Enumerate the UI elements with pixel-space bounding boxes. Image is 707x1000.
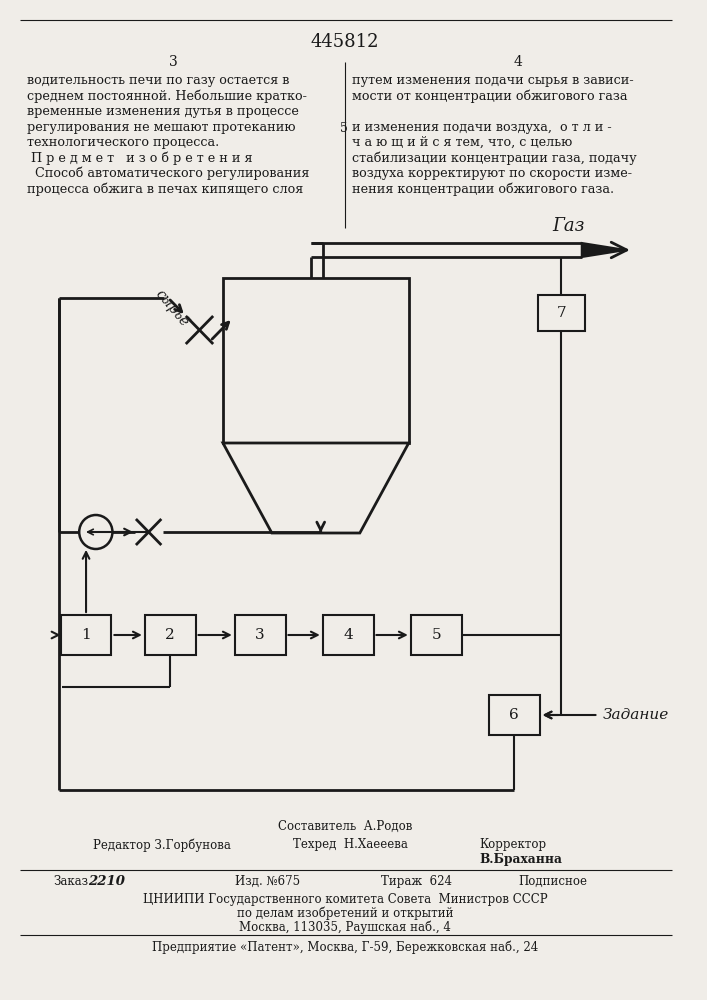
- Text: 1: 1: [81, 628, 91, 642]
- Text: и изменения подачи воздуха,  о т л и -: и изменения подачи воздуха, о т л и -: [352, 120, 612, 133]
- Text: по делам изобретений и открытий: по делам изобретений и открытий: [237, 907, 453, 920]
- Text: Составитель  А.Родов: Составитель А.Родов: [278, 820, 412, 833]
- Text: 5: 5: [340, 122, 348, 135]
- Text: ч а ю щ и й с я тем, что, с целью: ч а ю щ и й с я тем, что, с целью: [352, 136, 572, 149]
- Text: Изд. №675: Изд. №675: [235, 875, 300, 888]
- Text: П р е д м е т   и з о б р е т е н и я: П р е д м е т и з о б р е т е н и я: [28, 151, 253, 165]
- Text: Задание: Задание: [603, 708, 670, 722]
- FancyBboxPatch shape: [538, 295, 585, 331]
- Text: стабилизации концентрации газа, подачу: стабилизации концентрации газа, подачу: [352, 151, 636, 165]
- Text: Способ автоматического регулирования: Способ автоматического регулирования: [28, 167, 310, 180]
- Text: 6: 6: [510, 708, 519, 722]
- Text: процесса обжига в печах кипящего слоя: процесса обжига в печах кипящего слоя: [28, 182, 303, 196]
- Text: технологического процесса.: технологического процесса.: [28, 136, 220, 149]
- Text: мости от концентрации обжигового газа: мости от концентрации обжигового газа: [352, 90, 628, 103]
- Text: ЦНИИПИ Государственного комитета Совета  Министров СССР: ЦНИИПИ Государственного комитета Совета …: [143, 893, 547, 906]
- Text: 3: 3: [255, 628, 265, 642]
- Text: Предприятие «Патент», Москва, Г-59, Бережковская наб., 24: Предприятие «Патент», Москва, Г-59, Бере…: [152, 940, 538, 954]
- Text: 5: 5: [431, 628, 441, 642]
- Text: 3: 3: [169, 55, 177, 69]
- Text: сырьё: сырьё: [153, 287, 192, 329]
- Text: 4: 4: [514, 55, 522, 69]
- Text: Корректор: Корректор: [479, 838, 547, 851]
- Polygon shape: [223, 443, 409, 533]
- FancyBboxPatch shape: [322, 615, 373, 655]
- Text: регулирования не мешают протеканию: регулирования не мешают протеканию: [28, 120, 296, 133]
- FancyBboxPatch shape: [61, 615, 112, 655]
- FancyBboxPatch shape: [235, 615, 286, 655]
- Text: Москва, 113035, Раушская наб., 4: Москва, 113035, Раушская наб., 4: [239, 921, 451, 934]
- Text: Подписное: Подписное: [518, 875, 588, 888]
- Text: 7: 7: [556, 306, 566, 320]
- FancyBboxPatch shape: [145, 615, 196, 655]
- Text: среднем постоянной. Небольшие кратко-: среднем постоянной. Небольшие кратко-: [28, 90, 308, 103]
- Text: водительность печи по газу остается в: водительность печи по газу остается в: [28, 74, 290, 87]
- Text: 445812: 445812: [311, 33, 380, 51]
- Polygon shape: [582, 243, 626, 257]
- Text: Газ: Газ: [552, 217, 585, 235]
- Text: 2: 2: [165, 628, 175, 642]
- Text: В.Браханна: В.Браханна: [479, 853, 562, 866]
- Text: Тираж  624: Тираж 624: [381, 875, 452, 888]
- Text: путем изменения подачи сырья в зависи-: путем изменения подачи сырья в зависи-: [352, 74, 633, 87]
- Text: нения концентрации обжигового газа.: нения концентрации обжигового газа.: [352, 182, 614, 196]
- Text: Техред  Н.Хаееева: Техред Н.Хаееева: [293, 838, 408, 851]
- Text: Заказ: Заказ: [54, 875, 89, 888]
- Text: Редактор З.Горбунова: Редактор З.Горбунова: [93, 838, 230, 852]
- Polygon shape: [223, 278, 409, 443]
- Text: воздуха корректируют по скорости изме-: воздуха корректируют по скорости изме-: [352, 167, 632, 180]
- Text: 2210: 2210: [88, 875, 125, 888]
- Text: временные изменения дутья в процессе: временные изменения дутья в процессе: [28, 105, 299, 118]
- FancyBboxPatch shape: [489, 695, 539, 735]
- Text: 4: 4: [343, 628, 353, 642]
- FancyBboxPatch shape: [411, 615, 462, 655]
- Circle shape: [79, 515, 112, 549]
